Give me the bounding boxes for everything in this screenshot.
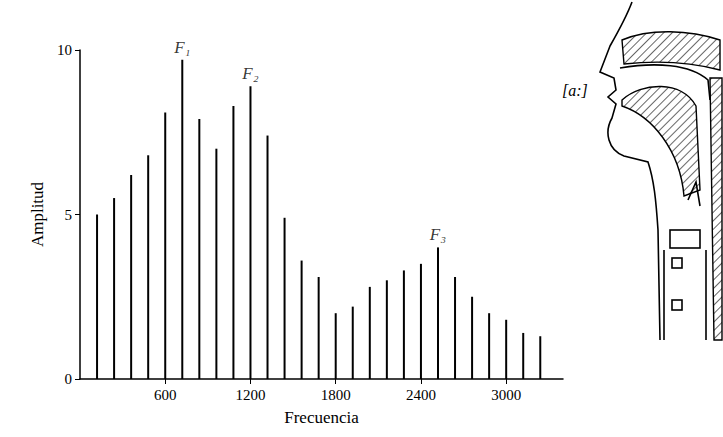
svg-text:5: 5 [65,207,73,223]
svg-text:F₃: F₃ [429,225,446,244]
svg-text:Frecuencia: Frecuencia [284,408,359,427]
svg-text:2400: 2400 [406,387,436,403]
svg-text:Amplitud: Amplitud [28,181,47,247]
svg-text:3000: 3000 [491,387,521,403]
svg-text:1200: 1200 [235,387,265,403]
svg-text:[a:]: [a:] [562,82,588,99]
svg-text:10: 10 [57,42,72,58]
svg-text:1800: 1800 [321,387,351,403]
svg-text:600: 600 [154,387,177,403]
svg-text:F₂: F₂ [241,64,258,83]
svg-text:F₁: F₁ [173,38,190,57]
svg-text:0: 0 [65,371,73,387]
